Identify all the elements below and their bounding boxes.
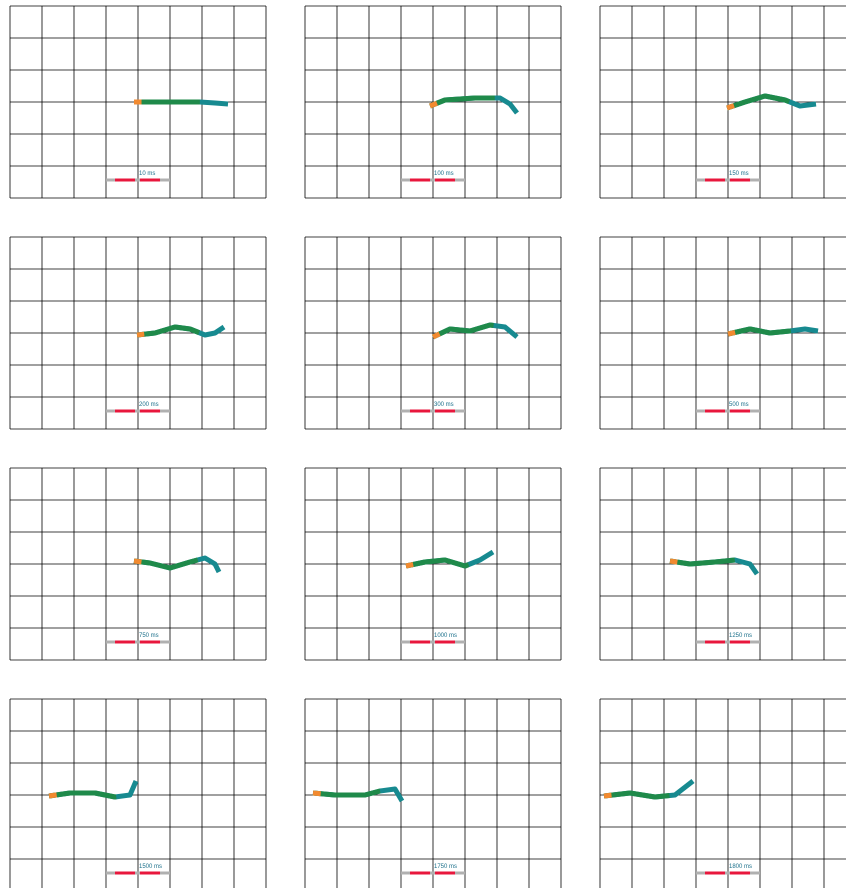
panel: 10 ms: [10, 6, 266, 198]
time-label: 1250 ms: [729, 633, 752, 639]
time-label: 10 ms: [139, 171, 155, 177]
time-label: 300 ms: [434, 402, 454, 408]
panel: 1500 ms: [10, 699, 266, 888]
time-label: 1500 ms: [139, 864, 162, 870]
page: 10 ms 100 ms 150 ms 200 ms 300 ms 500 ms 750 m…: [0, 0, 846, 888]
time-label: 1800 ms: [729, 864, 752, 870]
panel: 1000 ms: [305, 468, 561, 660]
time-label: 200 ms: [139, 402, 159, 408]
time-label: 1750 ms: [434, 864, 457, 870]
panel: 1800 ms: [600, 699, 846, 888]
time-label: 100 ms: [434, 171, 454, 177]
panel: 1750 ms: [305, 699, 561, 888]
panel: 150 ms: [600, 6, 846, 198]
panel: 200 ms: [10, 237, 266, 429]
time-label: 750 ms: [139, 633, 159, 639]
panel: 750 ms: [10, 468, 266, 660]
panel: 300 ms: [305, 237, 561, 429]
panel: 100 ms: [305, 6, 561, 198]
panel: 500 ms: [600, 237, 846, 429]
time-label: 500 ms: [729, 402, 749, 408]
figure: 10 ms 100 ms 150 ms 200 ms 300 ms 500 ms 750 m…: [0, 0, 846, 888]
time-label: 150 ms: [729, 171, 749, 177]
time-label: 1000 ms: [434, 633, 457, 639]
panel: 1250 ms: [600, 468, 846, 660]
